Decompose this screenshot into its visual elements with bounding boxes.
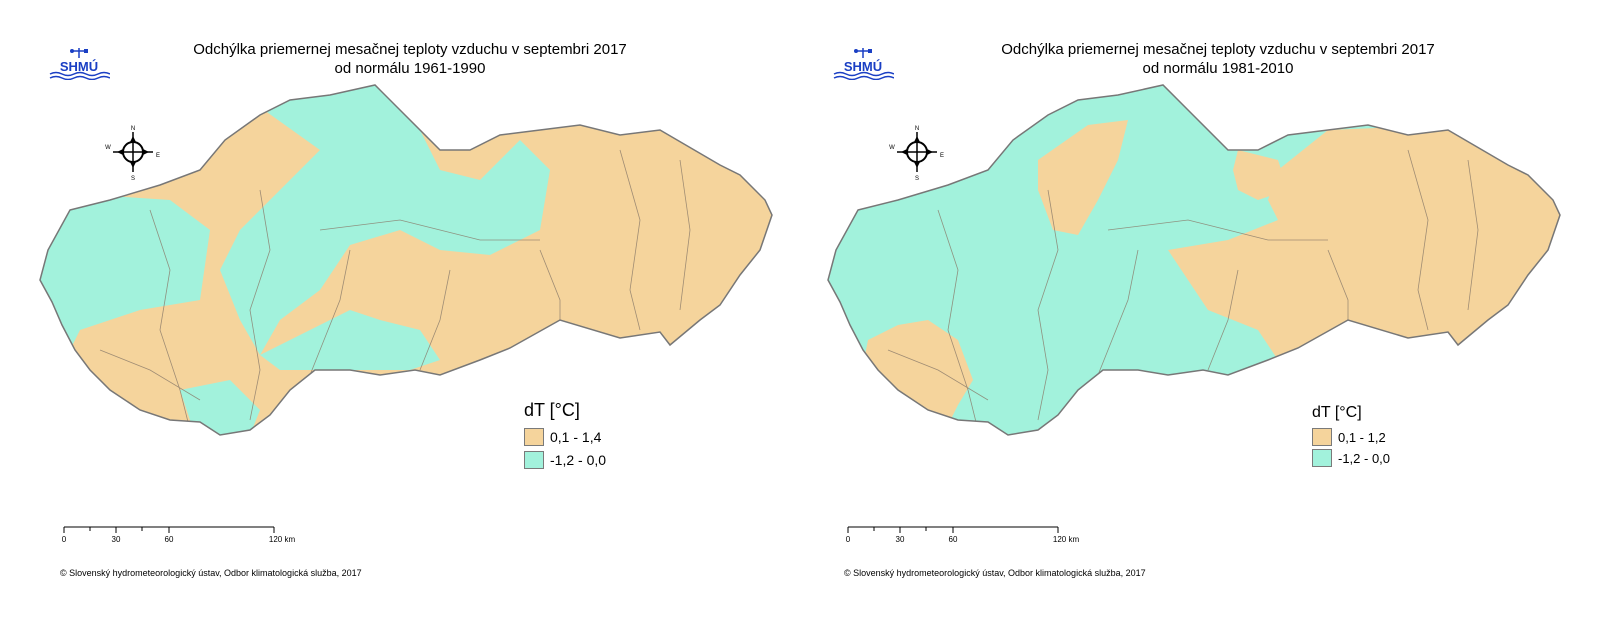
legend-swatch-cool <box>524 451 544 469</box>
compass-e: E <box>156 153 160 159</box>
scale-label: 0 <box>846 535 851 544</box>
legend-item-warm: 0,1 - 1,2 <box>1312 428 1386 446</box>
legend-label: 0,1 - 1,4 <box>550 429 602 445</box>
slovakia-map <box>827 84 1561 436</box>
legend-title: dT [°C] <box>524 400 580 420</box>
legend-label: -1,2 - 0,0 <box>550 452 607 468</box>
cool-zone-south-central <box>260 310 440 370</box>
title-line-2: od normálu 1981-2010 <box>1142 60 1294 77</box>
shmu-logo: SHMÚ <box>49 48 110 80</box>
legend-item-cool: -1,2 - 0,0 <box>1312 449 1390 467</box>
map-panel-1961-1990: Odchýlka priemernej mesačnej teploty vzd… <box>39 40 773 578</box>
logo-text: SHMÚ <box>844 59 882 74</box>
scale-label: 30 <box>896 535 905 544</box>
map-title: Odchýlka priemernej mesačnej teploty vzd… <box>958 40 1478 78</box>
title-line-1: Odchýlka priemernej mesačnej teploty vzd… <box>193 41 627 58</box>
compass-e: E <box>940 153 944 159</box>
credit-text: © Slovenský hydrometeorologický ústav, O… <box>844 568 1146 578</box>
compass-n: N <box>131 126 135 132</box>
compass-w: W <box>889 145 895 151</box>
scale-label: 120 km <box>269 535 296 544</box>
compass-n: N <box>915 126 919 132</box>
scale-bar: 0 30 60 120 km <box>62 526 296 544</box>
compass-w: W <box>105 145 111 151</box>
legend-item-cool: -1,2 - 0,0 <box>524 451 606 469</box>
scale-label: 60 <box>165 535 174 544</box>
country-border <box>827 84 1561 436</box>
compass-s: S <box>131 176 135 182</box>
compass-s: S <box>915 176 919 182</box>
logo-text: SHMÚ <box>60 59 98 74</box>
legend-swatch-warm <box>524 428 544 446</box>
legend-item-warm: 0,1 - 1,4 <box>524 428 601 446</box>
compass-rose: N S W E <box>889 126 944 182</box>
scale-label: 0 <box>62 535 67 544</box>
compass-rose: N S W E <box>105 126 160 182</box>
credit-text: © Slovenský hydrometeorologický ústav, O… <box>60 568 362 578</box>
map-title: Odchýlka priemernej mesačnej teploty vzd… <box>150 40 670 78</box>
cool-zone-central <box>220 85 550 355</box>
country-border <box>39 84 773 436</box>
scale-bar: 0 30 60 120 km <box>846 526 1080 544</box>
shmu-logo: SHMÚ <box>833 48 894 80</box>
scale-label: 60 <box>949 535 958 544</box>
title-line-1: Odchýlka priemernej mesačnej teploty vzd… <box>1001 41 1435 58</box>
scale-label: 30 <box>112 535 121 544</box>
legend-title: dT [°C] <box>1312 404 1362 421</box>
legend-swatch-warm <box>1312 428 1332 446</box>
title-line-2: od normálu 1961-1990 <box>334 60 486 77</box>
legend-label: -1,2 - 0,0 <box>1338 450 1391 466</box>
map-panel-1981-2010: Odchýlka priemernej mesačnej teploty vzd… <box>800 0 1600 618</box>
legend-label: 0,1 - 1,2 <box>1338 429 1386 445</box>
legend-swatch-cool <box>1312 449 1332 467</box>
cool-zone-west <box>40 190 210 370</box>
scale-label: 120 km <box>1053 535 1080 544</box>
warm-zone-north <box>1038 120 1128 235</box>
slovakia-map <box>39 84 773 436</box>
